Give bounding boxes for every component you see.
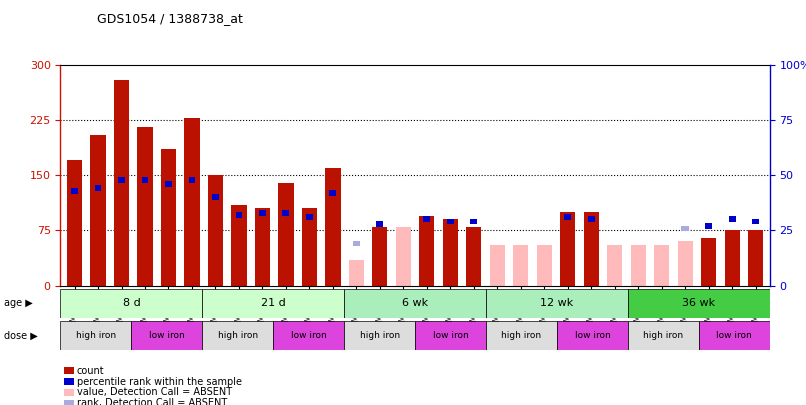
Bar — [564, 214, 571, 220]
Bar — [137, 127, 152, 286]
Bar — [185, 118, 200, 286]
Bar — [349, 260, 364, 286]
Bar — [628, 289, 770, 318]
Bar — [282, 210, 289, 215]
Text: high iron: high iron — [359, 331, 400, 340]
Text: low iron: low iron — [433, 331, 468, 340]
Text: 6 wk: 6 wk — [402, 298, 428, 308]
Bar — [114, 79, 129, 286]
Text: high iron: high iron — [643, 331, 683, 340]
Text: rank, Detection Call = ABSENT: rank, Detection Call = ABSENT — [77, 399, 226, 405]
Bar — [202, 321, 273, 350]
Text: high iron: high iron — [218, 331, 258, 340]
Bar — [607, 245, 622, 286]
Bar — [513, 245, 529, 286]
Bar — [557, 321, 628, 350]
Bar — [725, 230, 740, 286]
Bar — [189, 177, 195, 183]
Text: low iron: low iron — [575, 331, 610, 340]
Bar — [212, 194, 219, 200]
Bar — [537, 245, 552, 286]
Bar — [344, 289, 486, 318]
Bar — [486, 321, 557, 350]
Bar — [752, 219, 759, 224]
Bar — [352, 241, 360, 246]
Bar — [202, 289, 344, 318]
Bar — [235, 212, 243, 218]
Text: GDS1054 / 1388738_at: GDS1054 / 1388738_at — [97, 12, 243, 25]
Bar — [131, 321, 202, 350]
Bar — [701, 238, 717, 286]
Bar — [466, 227, 481, 286]
Bar — [560, 212, 575, 286]
Text: age ▶: age ▶ — [4, 298, 33, 308]
Bar — [208, 175, 223, 286]
Bar — [273, 321, 344, 350]
Bar — [628, 321, 699, 350]
Bar — [490, 245, 505, 286]
Bar — [681, 226, 689, 231]
Text: percentile rank within the sample: percentile rank within the sample — [77, 377, 242, 386]
Bar — [60, 321, 131, 350]
Bar — [486, 289, 628, 318]
Bar — [729, 216, 736, 222]
Bar — [699, 321, 770, 350]
Bar — [71, 188, 78, 194]
Bar — [748, 230, 763, 286]
Text: high iron: high iron — [501, 331, 542, 340]
Bar — [442, 220, 458, 286]
Text: 36 wk: 36 wk — [682, 298, 716, 308]
Bar — [306, 214, 313, 220]
Text: low iron: low iron — [717, 331, 752, 340]
Text: 21 d: 21 d — [261, 298, 285, 308]
Bar — [471, 219, 477, 224]
Text: low iron: low iron — [149, 331, 185, 340]
Bar — [376, 221, 384, 227]
Bar — [301, 208, 317, 286]
Bar — [330, 190, 336, 196]
Text: 12 wk: 12 wk — [540, 298, 574, 308]
Bar — [372, 227, 388, 286]
Bar — [344, 321, 415, 350]
Bar — [255, 208, 270, 286]
Bar — [419, 215, 434, 286]
Bar — [67, 160, 82, 286]
Bar — [165, 181, 172, 187]
Text: value, Detection Call = ABSENT: value, Detection Call = ABSENT — [77, 388, 231, 397]
Bar — [142, 177, 148, 183]
Bar — [326, 168, 340, 286]
Bar — [705, 223, 712, 229]
Bar — [423, 216, 430, 222]
Bar — [447, 219, 454, 224]
Bar — [396, 227, 411, 286]
Bar — [630, 245, 646, 286]
Text: high iron: high iron — [76, 331, 116, 340]
Text: low iron: low iron — [291, 331, 326, 340]
Bar — [90, 135, 106, 286]
Text: 8 d: 8 d — [123, 298, 140, 308]
Bar — [415, 321, 486, 350]
Bar — [588, 216, 595, 222]
Text: count: count — [77, 366, 104, 375]
Bar — [278, 183, 293, 286]
Bar — [654, 245, 669, 286]
Bar — [60, 289, 202, 318]
Bar — [118, 177, 125, 183]
Bar — [94, 185, 102, 191]
Bar — [161, 149, 177, 286]
Text: dose ▶: dose ▶ — [4, 331, 38, 341]
Bar — [584, 212, 599, 286]
Bar — [259, 210, 266, 215]
Bar — [231, 205, 247, 286]
Bar — [678, 241, 693, 286]
